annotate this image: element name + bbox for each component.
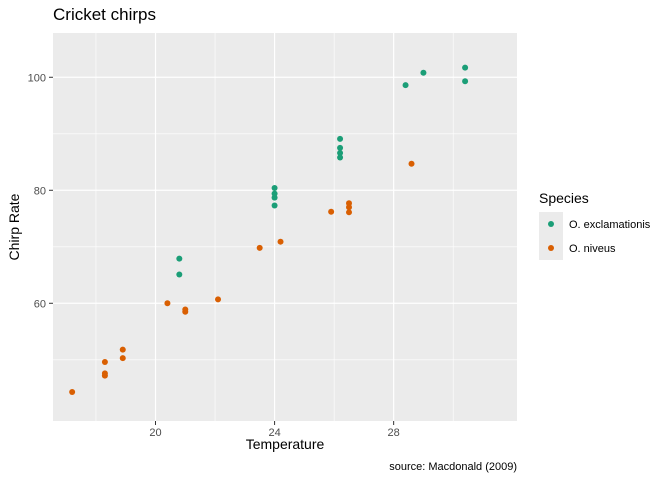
legend-key-exclamationis — [548, 221, 554, 227]
plot-panel — [53, 33, 517, 421]
scatter-point-series-1 — [182, 306, 189, 313]
scatter-point-series-0 — [337, 149, 344, 156]
source-caption: source: Macdonald (2009) — [389, 461, 517, 473]
legend-label-exclamationis: O. exclamationis — [569, 219, 651, 231]
scatter-point-series-1 — [346, 209, 353, 216]
chart-title: Cricket chirps — [53, 5, 156, 24]
scatter-point-series-0 — [176, 271, 183, 278]
scatter-point-series-0 — [271, 185, 278, 192]
minor-gridlines — [53, 33, 517, 421]
scatter-point-series-1 — [69, 388, 76, 395]
scatter-point-series-0 — [271, 190, 278, 197]
scatter-point-series-1 — [119, 355, 126, 362]
legend-label-niveus: O. niveus — [569, 243, 616, 255]
scatter-point-series-0 — [337, 154, 344, 161]
scatter-point-series-0 — [462, 64, 469, 71]
scatter-point-series-1 — [256, 244, 263, 251]
scatter-point-series-1 — [277, 238, 284, 245]
scatter-point-series-1 — [101, 359, 108, 366]
scatter-point-series-0 — [337, 135, 344, 142]
major-gridlines — [53, 33, 517, 421]
x-tick-label: 20 — [149, 427, 161, 439]
x-tick-label: 28 — [388, 427, 400, 439]
scatter-point-series-1 — [346, 200, 353, 207]
scatter-point-series-1 — [215, 296, 222, 303]
scatter-point-series-0 — [402, 82, 409, 89]
y-tick-label: 60 — [34, 298, 46, 310]
y-tick-label: 80 — [34, 185, 46, 197]
scatter-point-series-0 — [337, 144, 344, 151]
scatter-point-series-1 — [164, 300, 171, 307]
x-tick-label: 24 — [268, 427, 280, 439]
scatter-point-series-1 — [408, 160, 415, 167]
scatter-point-series-0 — [420, 69, 427, 76]
legend-key-niveus — [548, 245, 554, 251]
scatter-point-series-1 — [101, 370, 108, 377]
legend: Species O. exclamationis O. niveus — [539, 190, 651, 260]
x-axis-ticks: 20 24 28 — [149, 421, 400, 439]
y-axis-ticks: 60 80 100 — [28, 72, 53, 310]
scatter-point-series-1 — [328, 208, 335, 215]
scatter-point-series-1 — [119, 346, 126, 353]
legend-title: Species — [539, 190, 589, 206]
y-axis-title: Chirp Rate — [6, 193, 22, 260]
x-axis-title: Temperature — [246, 436, 325, 452]
scatter-point-series-0 — [176, 255, 183, 262]
scatter-point-series-0 — [271, 202, 278, 209]
scatter-point-series-0 — [462, 78, 469, 85]
y-tick-label: 100 — [28, 72, 46, 84]
data-points — [69, 64, 469, 395]
